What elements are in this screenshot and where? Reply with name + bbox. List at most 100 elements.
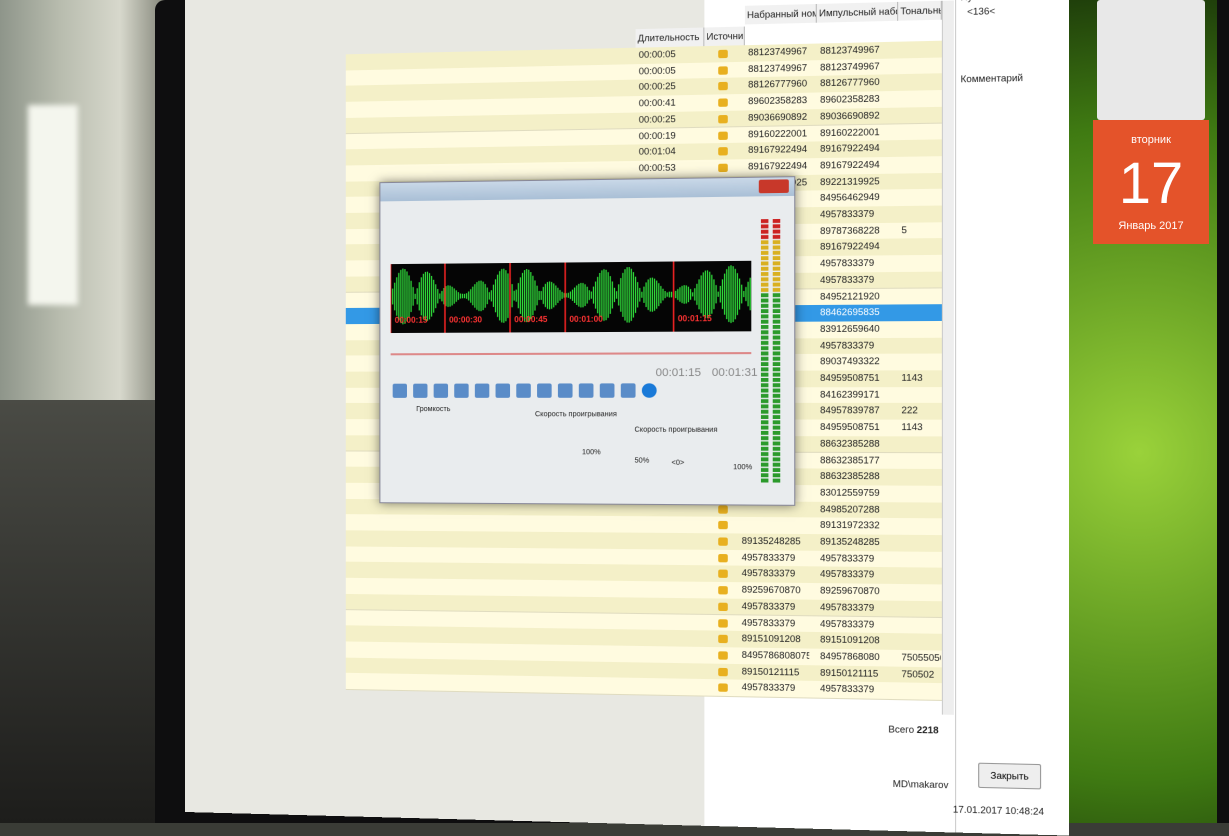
month-grid bbox=[1097, 0, 1205, 120]
vu-cell bbox=[760, 240, 769, 245]
control-button[interactable] bbox=[620, 383, 636, 398]
source-icon bbox=[718, 634, 728, 644]
user: MD\makarov bbox=[892, 778, 949, 791]
close-button[interactable]: Закрыть bbox=[978, 762, 1042, 790]
control-button[interactable] bbox=[578, 383, 594, 398]
vu-cell bbox=[760, 330, 769, 335]
vu-cell bbox=[772, 266, 781, 271]
control-button[interactable] bbox=[433, 383, 449, 398]
control-button[interactable] bbox=[599, 383, 615, 398]
vu-cell bbox=[760, 473, 769, 478]
source-icon bbox=[718, 602, 728, 611]
vu-cell bbox=[760, 420, 769, 425]
vu-cell bbox=[760, 335, 769, 340]
source-icon bbox=[718, 569, 728, 579]
vu-cell bbox=[760, 367, 769, 372]
source-icon bbox=[718, 521, 728, 530]
cell-pulse: 88123749967 bbox=[820, 60, 880, 73]
control-button[interactable] bbox=[392, 383, 407, 398]
vu-cell bbox=[772, 324, 781, 329]
vu-cell bbox=[760, 425, 769, 430]
vu-cell bbox=[772, 271, 781, 276]
cell-duration: 00:00:05 bbox=[638, 65, 676, 77]
vu-cell bbox=[772, 234, 781, 239]
source-icon bbox=[718, 504, 728, 514]
cell-pulse: 89167922494 bbox=[820, 159, 880, 171]
vu-cell bbox=[772, 372, 781, 377]
vu-cell bbox=[772, 245, 781, 250]
cell-dialed: 4957833379 bbox=[741, 682, 796, 694]
control-button[interactable] bbox=[557, 383, 573, 398]
vu-cell bbox=[772, 250, 781, 255]
cell-pulse: 4957833379 bbox=[820, 339, 875, 351]
cell-dialed: 89150121115 bbox=[741, 665, 800, 678]
cell-pulse: 84959508751 bbox=[820, 372, 880, 384]
vu-cell bbox=[772, 425, 781, 430]
control-button[interactable] bbox=[537, 383, 552, 398]
cell-dialed: 89259670870 bbox=[741, 584, 801, 596]
waveform: 00:00:15 00:00:30 00:00:45 00:01:00 00:01:15 bbox=[390, 260, 752, 334]
close-icon[interactable] bbox=[758, 179, 789, 194]
cell-pulse: 89160222001 bbox=[820, 126, 880, 138]
window-light bbox=[28, 105, 78, 305]
wave-bg bbox=[390, 260, 752, 334]
cell-tone: 222 bbox=[901, 405, 918, 416]
cell-pulse: 84985207288 bbox=[820, 503, 880, 515]
control-button[interactable] bbox=[516, 383, 531, 398]
total: 2218 bbox=[916, 724, 939, 736]
total-label: Всего bbox=[888, 724, 915, 736]
cell-dialed: 88123749967 bbox=[748, 62, 808, 74]
cell-dialed: 84957868080750 bbox=[741, 649, 810, 661]
day: 17 bbox=[1118, 151, 1184, 216]
source-icon bbox=[718, 65, 728, 75]
vu-cell bbox=[772, 309, 781, 314]
cell-dialed: 89167922494 bbox=[748, 160, 808, 172]
column-header: Набранный номер bbox=[744, 3, 817, 25]
source-icon bbox=[718, 537, 728, 546]
vu-cell bbox=[772, 224, 781, 229]
vu-cell bbox=[760, 467, 769, 472]
cell-pulse: 89036690892 bbox=[820, 109, 880, 122]
vu-cell bbox=[772, 282, 781, 287]
vu-cell bbox=[772, 314, 781, 319]
vu-cell bbox=[772, 393, 781, 398]
wave-time: 00:01:15 bbox=[678, 314, 713, 324]
vu-cell bbox=[772, 415, 781, 419]
cell-pulse: 88123749967 bbox=[820, 44, 880, 56]
vu-cell bbox=[772, 362, 781, 367]
cell-duration: 00:00:53 bbox=[638, 162, 676, 174]
cell-dialed: 89602358283 bbox=[748, 94, 808, 107]
vu-cell bbox=[772, 340, 781, 345]
cell-pulse: 83912659640 bbox=[820, 323, 880, 335]
vu-cell bbox=[772, 430, 781, 435]
cell-duration: 00:01:04 bbox=[638, 146, 676, 157]
vu-cell bbox=[760, 314, 769, 319]
cell-pulse: 88126777960 bbox=[820, 77, 880, 89]
control-button[interactable] bbox=[474, 383, 490, 398]
vu-cell bbox=[760, 393, 769, 398]
cell-duration: 00:00:25 bbox=[638, 81, 676, 93]
vu-cell bbox=[772, 383, 781, 388]
month-year: Январь 2017 bbox=[1118, 220, 1184, 232]
title-bar bbox=[380, 177, 795, 202]
cell-dialed: 88123749967 bbox=[748, 45, 808, 58]
control-button[interactable] bbox=[495, 383, 511, 398]
cell-pulse: 4957833379 bbox=[820, 208, 875, 220]
control-button[interactable] bbox=[454, 383, 469, 398]
column-header: Тональны bbox=[898, 0, 942, 21]
cell-pulse: 84952121920 bbox=[820, 290, 880, 302]
vu-cell bbox=[760, 362, 769, 367]
vu-cell bbox=[772, 293, 781, 298]
source-icon bbox=[718, 82, 728, 91]
vu-cell bbox=[760, 462, 769, 467]
vu-cell bbox=[760, 436, 769, 441]
scrollbar bbox=[941, 0, 954, 715]
vu-cell bbox=[772, 404, 781, 409]
control-button[interactable] bbox=[641, 383, 657, 398]
control-button[interactable] bbox=[413, 383, 428, 398]
cell-pulse: 89221319925 bbox=[820, 175, 880, 187]
cell-dialed: 89167922494 bbox=[748, 143, 808, 156]
vu-cell bbox=[772, 319, 781, 324]
cell-pulse: 84957868080 bbox=[820, 650, 880, 663]
cell-pulse: 4957833379 bbox=[820, 601, 875, 613]
